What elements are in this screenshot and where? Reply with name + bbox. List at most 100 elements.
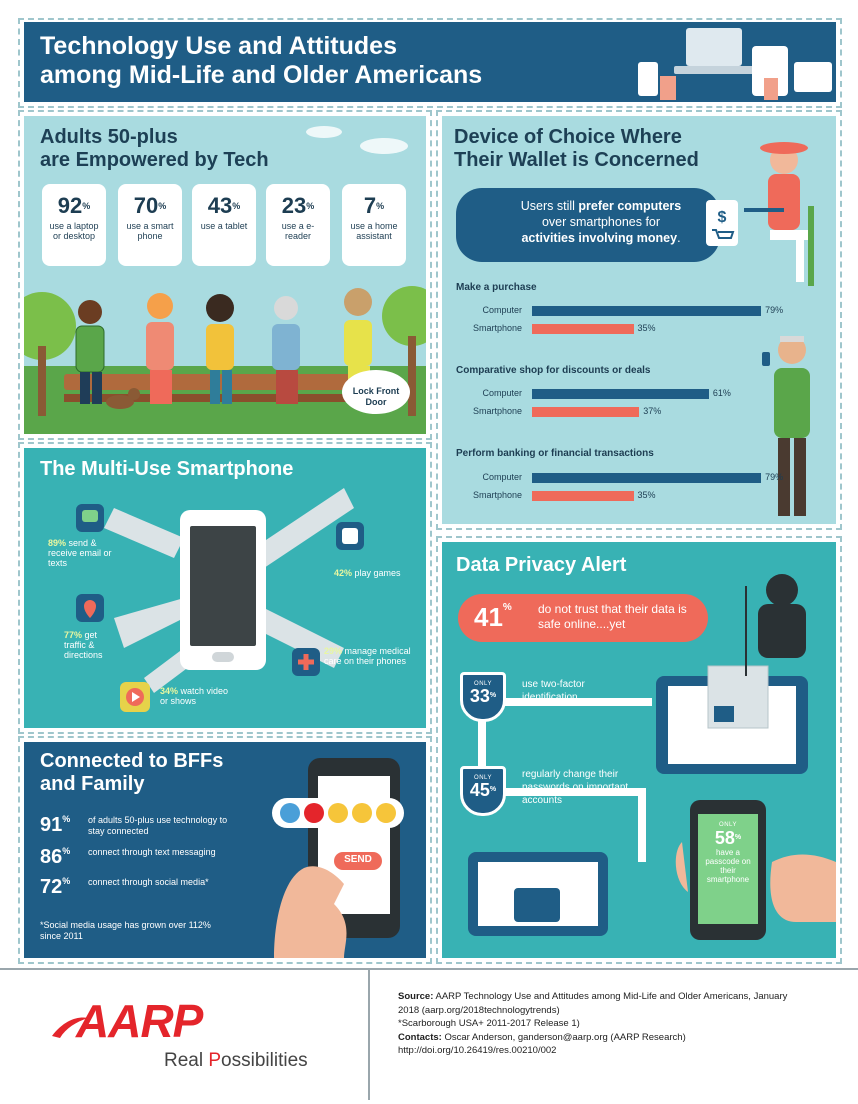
feature-email: 89% send & receive email or texts (48, 538, 118, 568)
svg-text:$: $ (718, 209, 727, 226)
stat-bubble-laptop: 92% use a laptop or desktop (42, 184, 106, 266)
bar-group-title: Make a purchase (456, 282, 537, 293)
stat-value: 70 (133, 193, 159, 218)
only-label: ONLY (719, 822, 737, 828)
privacy-scene (468, 574, 836, 940)
wallet-frame (436, 110, 842, 530)
feature-pct: 42% (334, 568, 353, 578)
bffs-title-line-2: and Family (40, 773, 145, 795)
stat-value: 23 (281, 193, 307, 218)
only-label: ONLY (474, 775, 492, 781)
shield-badge-passwords: ONLY 45% (460, 766, 506, 816)
send-button: SEND (344, 854, 372, 865)
bar-label-computer: Computer (482, 305, 522, 315)
empowered-panel: Adults 50-plus are Empowered by Tech Loc… (24, 116, 426, 434)
phone-hand-illustration (272, 758, 404, 958)
stat-bubble-home-assistant: 7% use a home assistant (342, 184, 406, 266)
contacts-text: Oscar Anderson, ganderson@aarp.org (AARP… (444, 1031, 686, 1043)
passcode-value: 58 (714, 828, 735, 848)
callout-text: . (677, 231, 681, 245)
shield-value: 33 (469, 686, 490, 706)
footer-source: Source: AARP Technology Use and Attitude… (398, 990, 798, 1058)
bffs-title: Connected to BFFs and Family (40, 750, 223, 796)
bar-label-computer: Computer (482, 472, 522, 482)
source-note: *Scarborough USA+ 2011-2017 Release 1) (398, 1018, 580, 1029)
smartphone-title: The Multi-Use Smartphone (40, 458, 294, 480)
shield-unit: % (489, 786, 497, 793)
bffs-stat-row: 72% connect through social media* (40, 876, 270, 902)
stat-value: 43 (207, 193, 233, 218)
stat-unit: % (62, 814, 71, 824)
stat-desc: use a laptop or desktop (49, 221, 99, 241)
bar-computer (532, 306, 762, 316)
bffs-footnote: *Social media usage has grown over 112% … (40, 920, 211, 941)
only-label: ONLY (474, 681, 492, 687)
bar-value-computer: 79% (765, 472, 784, 482)
alert-unit: % (502, 602, 512, 613)
man-phone-illustration (762, 336, 810, 516)
bar-value-computer: 61% (712, 388, 731, 398)
feature-text: watch video or shows (160, 686, 229, 706)
bar-smartphone (532, 407, 640, 417)
stat-value: 72 (40, 876, 63, 898)
bar-value-smartphone: 35% (637, 323, 656, 333)
stat-bubble-tablet: 43% use a tablet (192, 184, 256, 266)
swiss-knife-phone (76, 488, 364, 712)
feature-text: send & receive email or texts (48, 538, 112, 568)
stat-unit: % (82, 201, 91, 211)
empowered-frame (18, 110, 432, 440)
passwords-text: regularly change their passwords on impo… (522, 769, 629, 806)
header-banner: Technology Use and Attitudes among Mid-L… (24, 22, 836, 102)
feature-pct: 29% (324, 646, 343, 656)
stat-unit: % (306, 201, 315, 211)
tagline-accent: P (208, 1050, 222, 1071)
page-title: Technology Use and Attitudes among Mid-L… (40, 32, 640, 90)
empowered-title-line-2: are Empowered by Tech (40, 149, 269, 171)
header-frame (18, 18, 842, 108)
bffs-panel: Connected to BFFs and Family SEND 91% of… (24, 742, 426, 958)
stat-unit: % (376, 201, 385, 211)
empowered-title: Adults 50-plus are Empowered by Tech (40, 126, 269, 172)
callout-text: over smartphones for (541, 215, 661, 229)
alert-number: 41 (474, 602, 503, 632)
feature-video: 34% watch video or shows (160, 686, 234, 706)
aarp-swoosh (52, 1017, 88, 1038)
devices-illustration (638, 28, 832, 100)
passcode-unit: % (734, 834, 742, 841)
shield-value: 45 (469, 780, 490, 800)
bar-value-computer: 79% (765, 305, 784, 315)
contacts-label: Contacts: (398, 1031, 442, 1043)
wallet-title-line-2: Their Wallet is Concerned (454, 149, 699, 171)
bar-group-title: Perform banking or financial transaction… (456, 448, 654, 459)
footer-divider (0, 968, 858, 970)
bar-value-smartphone: 35% (637, 490, 656, 500)
stat-unit: % (62, 876, 71, 886)
stat-desc: use a tablet (200, 221, 248, 231)
passcode-text: have a passcode on their smartphone (705, 848, 751, 884)
stat-value: 91 (40, 814, 63, 836)
stat-value: 86 (40, 846, 63, 868)
bar-label-smartphone: Smartphone (472, 406, 522, 416)
wallet-callout: Users still prefer computers over smartp… (456, 188, 720, 262)
stat-desc: use a e-reader (281, 221, 315, 241)
stat-unit: % (62, 846, 71, 856)
doi-link[interactable]: http://doi.org/10.26419/res.00210/002 (398, 1045, 557, 1056)
bffs-stat-row: 86% connect through text messaging (40, 846, 270, 872)
stat-unit: % (232, 201, 241, 211)
bar-computer (532, 473, 762, 483)
stat-desc: use a smart phone (126, 221, 174, 241)
bar-value-smartphone: 37% (643, 406, 662, 416)
stat-bubble-smartphone: 70% use a smart phone (118, 184, 182, 266)
smartphone-panel: The Multi-Use Smartphone 89% send & rece… (24, 448, 426, 728)
feature-pct: 77% (64, 630, 83, 640)
privacy-frame (436, 536, 842, 964)
bar-group-title: Comparative shop for discounts or deals (456, 365, 651, 376)
stat-text: of adults 50-plus use technology to stay… (88, 815, 228, 836)
bar-label-computer: Computer (482, 388, 522, 398)
smartphone-frame (18, 442, 432, 734)
wallet-title-line-1: Device of Choice Where (454, 126, 682, 148)
aarp-tagline: Real Possibilities (164, 1050, 308, 1072)
alert-value: 41% (474, 602, 512, 633)
footer-vertical-divider (368, 970, 370, 1100)
